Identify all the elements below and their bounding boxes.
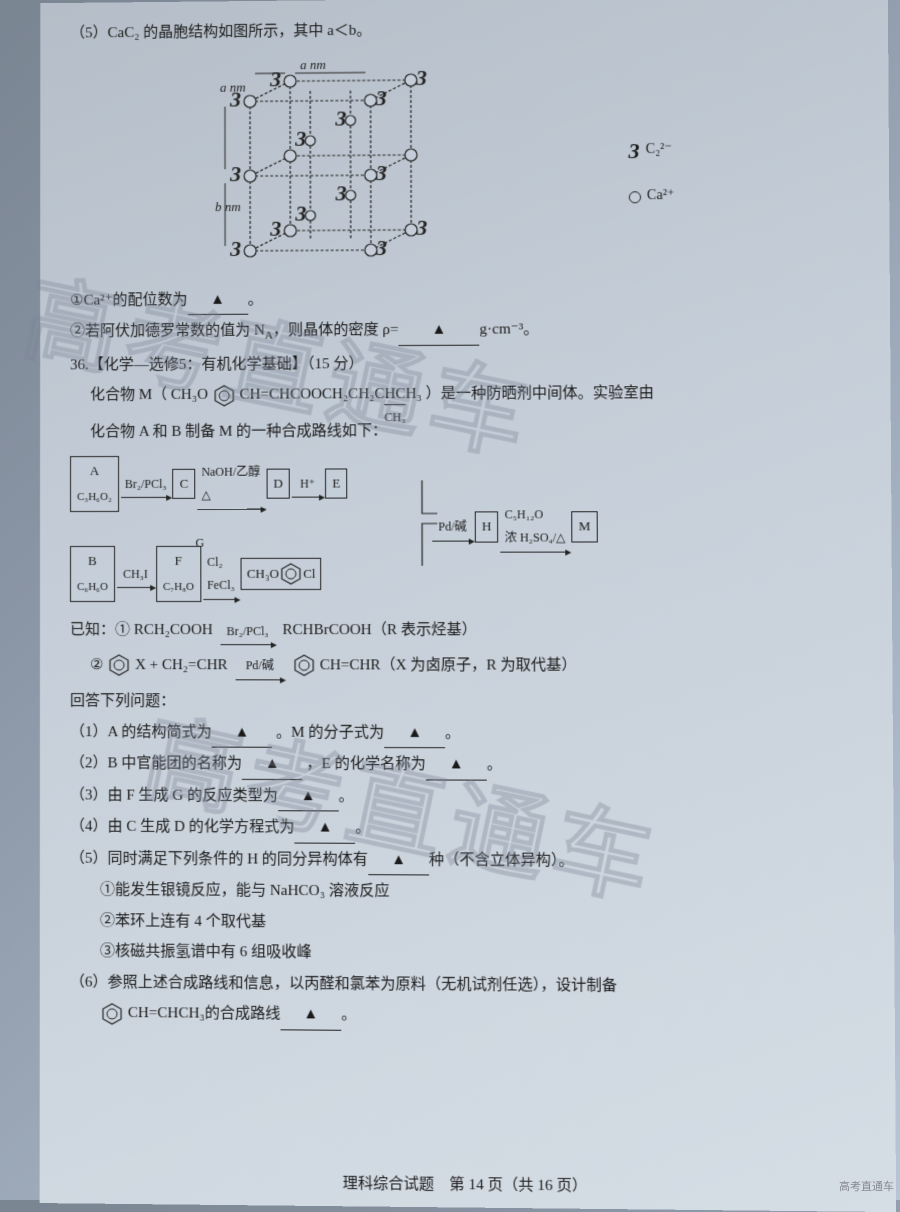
svg-text:3: 3 (375, 160, 387, 185)
q36-route-intro: 化合物 A 和 B 制备 M 的一种合成路线如下： (90, 416, 860, 447)
svg-text:3: 3 (269, 66, 281, 91)
q5-sub2: ②若阿伏加德罗常数的值为 NA，则晶体的密度 ρ=▲g·cm⁻³。 (70, 314, 859, 348)
svg-text:3: 3 (229, 235, 241, 260)
box-c: C (173, 469, 196, 500)
benzene-icon (212, 384, 236, 408)
svg-text:3: 3 (335, 180, 347, 205)
ans-5-1: ①能发生银镜反应，能与 NaHCO₃ 溶液反应 (100, 876, 863, 909)
box-e: E (325, 468, 347, 499)
svg-text:3: 3 (294, 200, 306, 225)
ans-6: （6）参照上述合成路线和信息，以丙醛和氯苯为原料（无机试剂任选），设计制备 (70, 968, 864, 1002)
box-d: D (266, 468, 290, 499)
svg-text:3: 3 (375, 85, 387, 110)
svg-text:3: 3 (415, 64, 427, 89)
crystal-legend: 3C₂²⁻ Ca²⁺ (628, 117, 674, 222)
svg-text:3: 3 (334, 105, 346, 130)
ans-5-3: ③核磁共振氢谱中有 6 组吸收峰 (100, 938, 864, 972)
box-b: BC₆H₆O (70, 546, 115, 601)
answer-header: 回答下列问题： (70, 687, 862, 717)
svg-text:3: 3 (294, 125, 306, 150)
crystal-svg: 33 33 33 33 33 33 33 a nm a nm b nm (170, 49, 533, 281)
known-1: 已知：① RCH₂COOH Br₂/PCl₃ RCHBrCOOH（R 表示烃基） (70, 616, 861, 645)
ans-2: （2）B 中官能团的名称为▲ ，E 的化学名称为▲。 (70, 750, 862, 782)
svg-text:3: 3 (415, 214, 427, 239)
svg-text:3: 3 (229, 161, 241, 186)
crystal-diagram: 33 33 33 33 33 33 33 a nm a nm b nm 3C₂²… (170, 49, 533, 281)
q36-title: 36.【化学—选修5：有机化学基础】（15 分） (70, 348, 860, 380)
svg-text:a nm: a nm (300, 56, 326, 71)
q36-compound-m: 化合物 M（ CH₃O CH=CHCOOCH₂CH₂CHCH₃ CH₃ ）是一种… (90, 379, 860, 410)
ans-5-2: ②苯环上连有 4 个取代基 (100, 907, 863, 940)
box-a: AC₃H₆O₂ (70, 456, 119, 511)
ans-5: （5）同时满足下列条件的 H 的同分异构体有▲种（不含立体异构）。 (70, 845, 863, 878)
ans-6b: CH=CHCH₃的合成路线▲。 (100, 999, 864, 1034)
box-g: CH₃O Cl G (241, 558, 322, 591)
svg-text:b nm: b nm (215, 199, 241, 214)
synthesis-flowchart: AC₃H₆O₂ Br₂/PCl₃ C NaOH/乙醇△ D H⁺ E Pd/碱 … (70, 455, 861, 607)
page-footer: 理科综合试题 第 14 页（共 16 页） (40, 1166, 896, 1204)
ans-1: （1）A 的结构简式为▲ 。M 的分子式为▲。 (70, 718, 862, 750)
ans-4: （4）由 C 生成 D 的化学方程式为▲。 (70, 813, 863, 846)
corner-tag: 高考直通车 (839, 1178, 894, 1194)
ans-3: （3）由 F 生成 G 的反应类型为▲。 (70, 781, 863, 814)
q5-intro: （5）CaC₂ 的晶胞结构如图所示，其中 a＜b。 (70, 12, 857, 48)
box-h: H (475, 511, 499, 542)
box-m: M (572, 511, 598, 542)
exam-page: （5）CaC₂ 的晶胞结构如图所示，其中 a＜b。 33 (40, 0, 897, 1212)
circle-icon (629, 191, 641, 203)
box-f: FC₇H₈O (156, 546, 201, 601)
q5-sub1: ①Ca²⁺的配位数为▲。 (70, 282, 859, 316)
svg-text:3: 3 (269, 215, 281, 240)
svg-text:a nm: a nm (220, 79, 246, 94)
svg-text:3: 3 (375, 234, 387, 259)
known-2: ② X + CH₂=CHR Pd/碱 CH=CHR（X 为卤原子，R 为取代基） (90, 651, 862, 681)
